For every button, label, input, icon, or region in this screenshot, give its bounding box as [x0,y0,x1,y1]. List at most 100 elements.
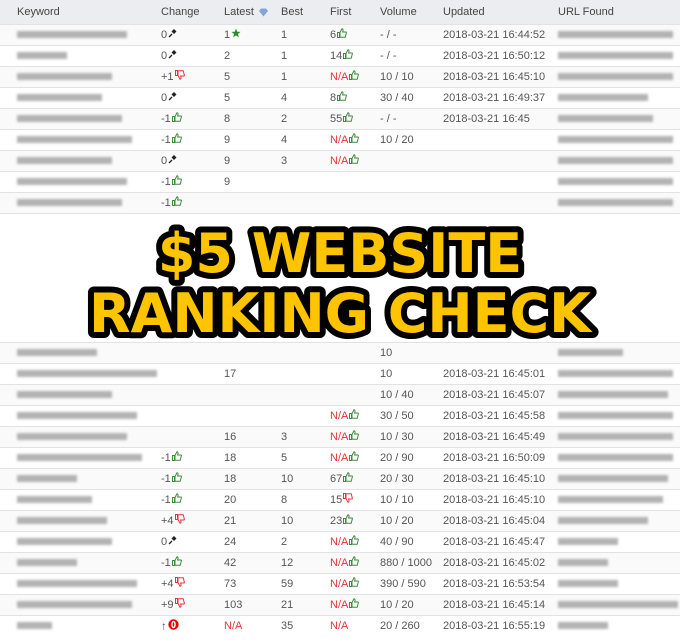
latest-cell: 18 [224,468,281,490]
url-cell[interactable] [558,405,680,427]
updated-cell: 2018-03-21 16:53:54 [443,573,558,595]
change-cell: 0 [161,150,224,172]
url-cell[interactable] [558,150,680,172]
table-row[interactable]: -1 8 2 55 - / -2018-03-21 16:45 [0,108,680,130]
url-cell[interactable] [558,171,680,193]
thumb-up-icon [349,598,360,612]
url-cell[interactable] [558,363,680,385]
keyword-cell [0,405,161,427]
keyword-redacted [17,370,157,378]
best-cell: 3 [281,426,330,448]
url-redacted [558,115,653,123]
table-row[interactable]: 16 3 N/A 10 / 30 2018-03-21 16:45:49 [0,426,680,448]
table-row[interactable]: -1 18 5 N/A 20 / 90 2018-03-21 16:50:09 [0,447,680,469]
url-cell[interactable] [558,66,680,88]
first-value: N/A [330,451,349,464]
volume-cell: 10 / 10 [380,66,443,88]
table-row[interactable]: 0 2 1 14 - / -2018-03-21 16:50:12 [0,45,680,67]
col-change[interactable]: Change [161,0,224,25]
col-latest[interactable]: Latest [224,0,281,25]
table-row[interactable]: +1 5 1 N/A 10 / 10 2018-03-21 16:45:10 [0,66,680,88]
first-value: 23 [330,514,343,527]
url-cell[interactable] [558,468,680,490]
latest-cell: N/A [224,615,281,636]
change-value: -1 [161,472,171,485]
change-value: +9 [161,598,174,611]
col-updated[interactable]: Updated [443,0,558,25]
url-redacted [558,601,678,609]
table-row[interactable]: 0 9 3 N/A [0,150,680,172]
url-cell[interactable] [558,510,680,532]
thumb-down-icon [343,493,354,507]
table-row[interactable]: N/A 30 / 50 2018-03-21 16:45:58 [0,405,680,427]
col-first[interactable]: First [330,0,380,25]
url-redacted [558,73,673,81]
url-cell[interactable] [558,531,680,553]
latest-value: 18 [224,451,237,464]
url-cell[interactable] [558,552,680,574]
best-cell [281,363,330,385]
updated-cell: 2018-03-21 16:55:19 [443,615,558,636]
best-cell [281,192,330,214]
col-keyword[interactable]: Keyword [0,0,161,25]
updated-cell: 2018-03-21 16:50:09 [443,447,558,469]
table-row[interactable]: ↑ N/A 35 N/A 20 / 260 2018-03-21 16:55:19 [0,615,680,636]
volume-cell: 390 / 590 [380,573,443,595]
change-cell [161,342,224,364]
volume-cell: 30 / 40 [380,87,443,109]
table-row[interactable]: +4 73 59 N/A 390 / 590 2018-03-21 16:53:54 [0,573,680,595]
table-row[interactable]: 0 5 4 8 30 / 40 2018-03-21 16:49:37 [0,87,680,109]
url-cell[interactable] [558,384,680,406]
updated-cell: 2018-03-21 16:45:07 [443,384,558,406]
first-value: N/A [330,619,349,632]
table-row[interactable]: -1 42 12 N/A 880 / 1000 2018-03-21 16:45:02 [0,552,680,574]
url-cell[interactable] [558,192,680,214]
latest-cell: 42 [224,552,281,574]
table-row[interactable]: -1 18 10 67 20 / 30 2018-03-21 16:45:10 [0,468,680,490]
change-value: -1 [161,175,171,188]
table-row[interactable]: -1 [0,192,680,214]
table-row[interactable]: -1 9 [0,171,680,193]
url-cell[interactable] [558,108,680,130]
table-row[interactable]: +9 103 21 N/A 10 / 20 2018-03-21 16:45:14 [0,594,680,616]
table-row[interactable]: -1 9 4 N/A 10 / 20 [0,129,680,151]
col-best[interactable]: Best [281,0,330,25]
change-value: 0 [161,154,168,167]
col-volume[interactable]: Volume [380,0,443,25]
url-cell[interactable] [558,447,680,469]
url-cell[interactable] [558,573,680,595]
url-redacted [558,136,673,144]
url-cell[interactable] [558,24,680,46]
first-cell: N/A [330,447,380,469]
table-row[interactable]: -1 20 8 15 10 / 10 2018-03-21 16:45:10 [0,489,680,511]
change-cell: -1 [161,468,224,490]
url-cell[interactable] [558,45,680,67]
thumb-up-icon [349,451,360,465]
best-cell: 2 [281,108,330,130]
url-cell[interactable] [558,615,680,636]
url-redacted [558,580,618,588]
table-row[interactable]: 10 [0,342,680,364]
url-cell[interactable] [558,489,680,511]
change-value: +4 [161,577,174,590]
url-cell[interactable] [558,426,680,448]
url-cell[interactable] [558,87,680,109]
change-cell [161,405,224,427]
url-redacted [558,94,648,102]
volume-cell: 20 / 30 [380,468,443,490]
table-row[interactable]: +4 21 10 23 10 / 20 2018-03-21 16:45:04 [0,510,680,532]
table-row[interactable]: 17 10 2018-03-21 16:45:01 [0,363,680,385]
volume-cell: 30 / 50 [380,405,443,427]
table-row[interactable]: 10 / 40 2018-03-21 16:45:07 [0,384,680,406]
updated-cell: 2018-03-21 16:50:12 [443,45,558,67]
col-url[interactable]: URL Found [558,0,680,25]
table-row[interactable]: 0 24 2 N/A 40 / 90 2018-03-21 16:45:47 [0,531,680,553]
first-cell: N/A [330,615,380,636]
url-cell[interactable] [558,129,680,151]
thumb-up-icon [349,154,360,168]
url-cell[interactable] [558,342,680,364]
first-cell [330,363,380,385]
url-cell[interactable] [558,594,680,616]
